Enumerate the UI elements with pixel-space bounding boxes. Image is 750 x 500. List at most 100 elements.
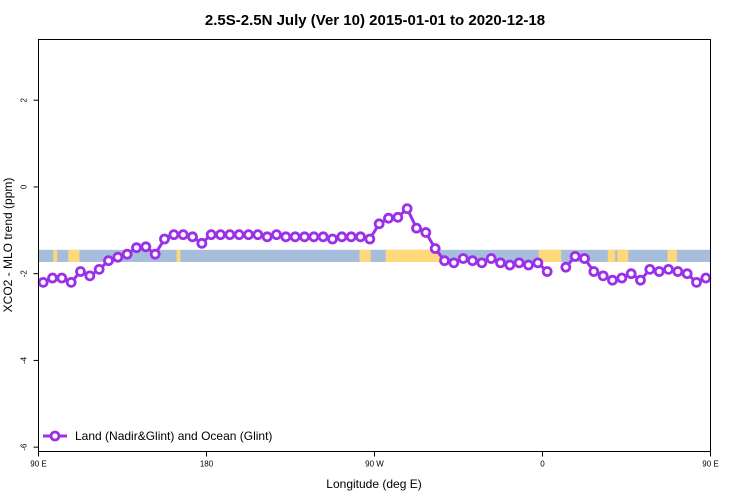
data-point bbox=[644, 263, 656, 275]
data-point bbox=[635, 274, 646, 286]
y-tick-label: 0 bbox=[20, 184, 29, 189]
x-axis-label: Longitude (deg E) bbox=[326, 477, 421, 491]
data-point bbox=[103, 255, 114, 267]
data-point bbox=[392, 211, 404, 223]
data-point bbox=[373, 218, 385, 230]
land-segment bbox=[607, 249, 616, 262]
land-segment bbox=[617, 249, 629, 262]
data-point bbox=[681, 268, 693, 280]
land-ocean-band bbox=[38, 249, 711, 262]
data-point bbox=[485, 253, 497, 264]
data-point bbox=[75, 266, 86, 277]
data-point bbox=[224, 229, 236, 241]
data-point bbox=[653, 266, 665, 277]
data-point bbox=[299, 231, 310, 243]
data-point bbox=[177, 229, 189, 241]
data-point bbox=[691, 276, 702, 288]
legend: Land (Nadir&Glint) and Ocean (Glint) bbox=[43, 429, 272, 443]
land-segment bbox=[176, 249, 181, 262]
data-point bbox=[140, 241, 152, 253]
chart-title: 2.5S-2.5N July (Ver 10) 2015-01-01 to 20… bbox=[205, 12, 545, 29]
data-point bbox=[597, 270, 609, 282]
y-tick-label: 2 bbox=[20, 97, 29, 102]
data-point bbox=[196, 237, 208, 249]
land-segment bbox=[667, 249, 677, 262]
data-point bbox=[504, 259, 516, 271]
data-point bbox=[625, 268, 637, 280]
land-segment bbox=[68, 249, 80, 262]
data-point bbox=[336, 231, 348, 243]
data-point bbox=[355, 231, 366, 243]
data-point bbox=[532, 257, 544, 269]
x-tick-label: 180 bbox=[200, 460, 214, 469]
y-tick-label: -6 bbox=[20, 443, 29, 451]
data-point bbox=[448, 257, 460, 269]
data-point bbox=[37, 276, 49, 288]
data-point bbox=[308, 231, 320, 243]
y-tick-label: -4 bbox=[20, 356, 29, 364]
data-point bbox=[233, 229, 245, 241]
data-point bbox=[439, 255, 450, 267]
data-point bbox=[569, 250, 581, 262]
data-point bbox=[93, 263, 105, 275]
legend-label: Land (Nadir&Glint) and Ocean (Glint) bbox=[75, 429, 272, 443]
data-point bbox=[364, 233, 376, 245]
data-point bbox=[560, 261, 572, 273]
data-point bbox=[523, 259, 534, 271]
data-point bbox=[112, 251, 124, 263]
x-tick-label: 90 E bbox=[30, 460, 46, 469]
data-point bbox=[121, 248, 133, 260]
data-point bbox=[187, 231, 198, 243]
y-axis-label: XCO2 - MLO trend (ppm) bbox=[1, 178, 15, 313]
x-axis: 90 E 180 90 W 0 90 E bbox=[30, 451, 719, 469]
data-point bbox=[65, 276, 77, 288]
data-point bbox=[541, 266, 553, 277]
data-point bbox=[84, 270, 96, 282]
x-tick-label: 0 bbox=[540, 460, 545, 469]
data-point bbox=[411, 222, 422, 234]
data-point bbox=[401, 203, 413, 215]
data-point bbox=[476, 257, 488, 269]
data-point bbox=[429, 243, 441, 254]
data-point bbox=[513, 257, 525, 269]
data-point bbox=[383, 212, 394, 224]
data-point bbox=[149, 248, 161, 260]
data-point bbox=[616, 272, 628, 284]
data-point bbox=[47, 272, 58, 284]
data-point bbox=[457, 253, 469, 264]
y-axis: 2 0 -2 -4 -6 bbox=[20, 97, 39, 451]
data-point bbox=[317, 231, 329, 243]
data-point bbox=[700, 272, 712, 284]
land-segment bbox=[359, 249, 371, 262]
land-segment bbox=[385, 249, 440, 262]
data-point bbox=[159, 233, 170, 245]
data-point bbox=[467, 255, 478, 267]
data-point bbox=[579, 253, 590, 264]
data-point bbox=[345, 231, 357, 243]
x-tick-label: 90 E bbox=[702, 460, 718, 469]
data-point bbox=[252, 229, 264, 241]
data-point bbox=[261, 231, 273, 243]
data-point bbox=[280, 231, 292, 243]
land-segment bbox=[538, 249, 562, 262]
x-tick-label: 90 W bbox=[365, 460, 384, 469]
data-point bbox=[327, 233, 338, 245]
data-point bbox=[289, 231, 301, 243]
series-points bbox=[37, 203, 712, 288]
data-point bbox=[243, 229, 254, 241]
land-segment bbox=[53, 249, 58, 262]
data-point bbox=[271, 229, 282, 241]
data-point bbox=[215, 229, 226, 241]
y-tick-label: -2 bbox=[20, 270, 29, 278]
data-point bbox=[607, 274, 618, 286]
data-point bbox=[168, 229, 180, 241]
data-point bbox=[131, 242, 142, 254]
data-point bbox=[588, 266, 600, 277]
legend-marker bbox=[49, 430, 61, 442]
data-point bbox=[663, 263, 674, 275]
data-point bbox=[672, 266, 684, 277]
data-point bbox=[420, 227, 432, 238]
data-point bbox=[205, 229, 217, 241]
data-point bbox=[56, 272, 68, 284]
